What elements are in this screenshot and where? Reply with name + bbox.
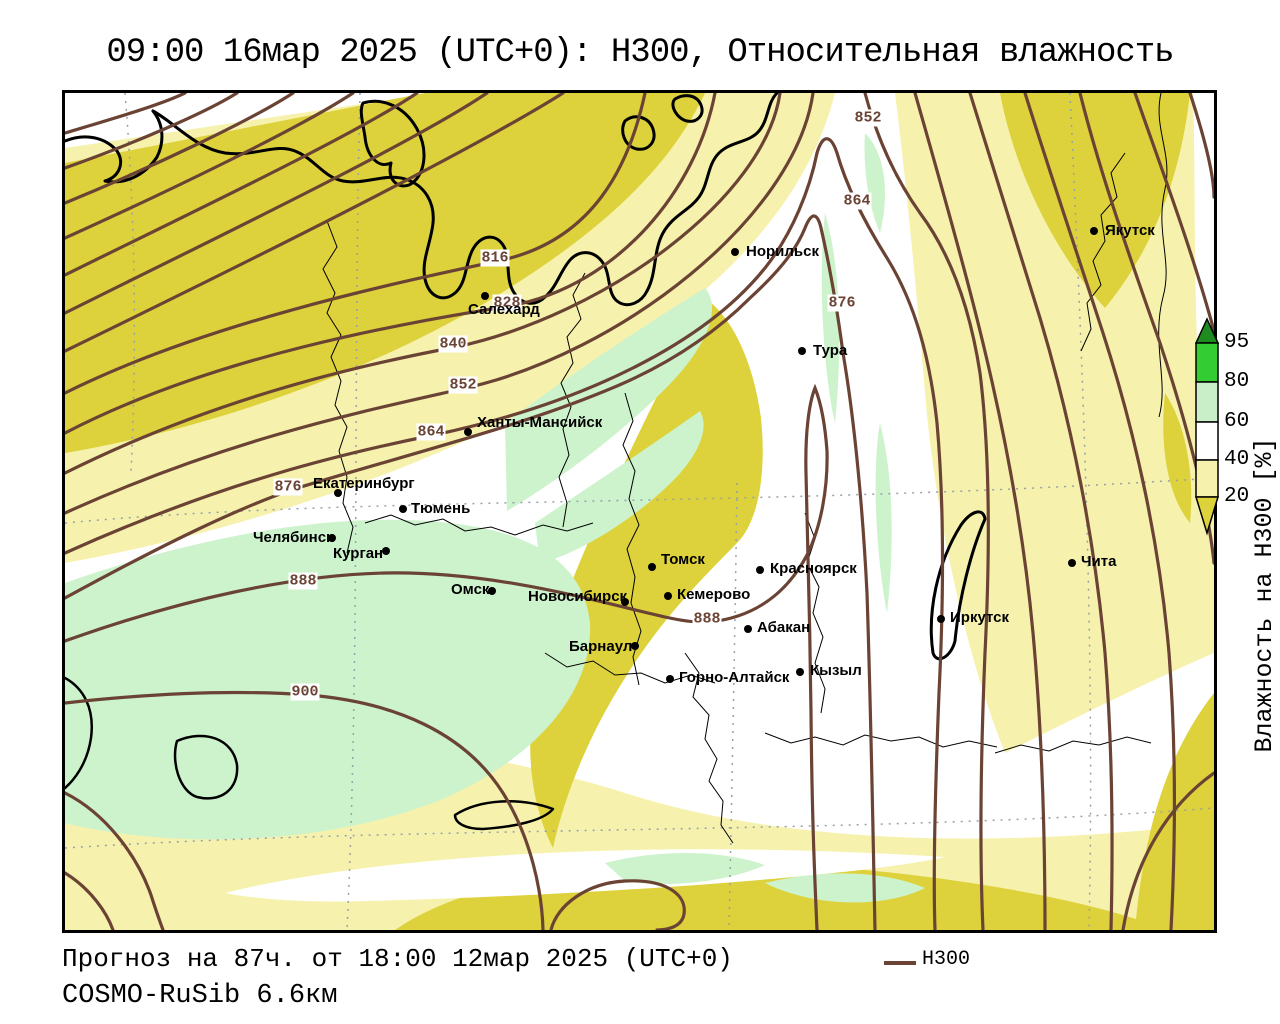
city-label: Курган — [333, 545, 384, 562]
h300-legend-label: H300 — [922, 948, 971, 971]
city-label: Кызыл — [810, 662, 862, 679]
city-label: Челябинск — [253, 529, 334, 546]
city-label: Тюмень — [411, 500, 471, 517]
contour-value-label: 864 — [416, 423, 446, 441]
colorbar-tick-label: 95 — [1224, 331, 1250, 354]
contour-value-label: 876 — [827, 294, 857, 312]
city-label: Норильск — [746, 243, 819, 260]
colorbar-axis-label: Влажность на H300 [%] — [1250, 437, 1279, 753]
city-label: Кемерово — [677, 586, 751, 603]
city-label: Чита — [1081, 553, 1117, 570]
city-marker — [488, 587, 496, 595]
city-label: Красноярск — [770, 560, 857, 577]
city-marker — [798, 347, 806, 355]
city-marker — [382, 547, 390, 555]
city-marker — [664, 592, 672, 600]
city-marker — [744, 625, 752, 633]
city-label: Горно-Алтайск — [679, 669, 790, 686]
city-marker — [621, 598, 629, 606]
contour-value-label: 828 — [492, 294, 522, 312]
city-marker — [464, 428, 472, 436]
city-marker — [399, 505, 407, 513]
contour-value-label: 876 — [273, 478, 303, 496]
map-canvas — [65, 93, 1214, 930]
city-label: Иркутск — [950, 609, 1009, 626]
city-marker — [1090, 227, 1098, 235]
city-label: Ханты-Мансийск — [477, 414, 603, 431]
city-marker — [481, 292, 489, 300]
h300-contours — [65, 93, 1214, 930]
contour-value-label: 888 — [692, 610, 722, 628]
city-marker — [666, 675, 674, 683]
contour-value-label: 840 — [438, 335, 468, 353]
city-label: Тура — [813, 342, 848, 359]
humidity-shading-strong-yellow — [65, 93, 1214, 930]
contour-value-label: 816 — [480, 249, 510, 267]
city-label: Новосибирск — [528, 588, 628, 605]
city-label: Абакан — [757, 619, 811, 636]
city-marker — [1068, 559, 1076, 567]
forecast-info-text: Прогноз на 87ч. от 18:00 12мар 2025 (UTC… — [62, 944, 733, 974]
page-title: 09:00 16мар 2025 (UTC+0): H300, Относите… — [106, 34, 1174, 72]
city-marker — [937, 615, 945, 623]
city-label: Томск — [661, 551, 705, 568]
city-marker — [731, 248, 739, 256]
humidity-colorbar — [1194, 317, 1220, 536]
contour-value-label: 852 — [853, 109, 883, 127]
city-label: Екатеринбург — [313, 475, 415, 492]
city-label: Якутск — [1105, 222, 1155, 239]
contour-value-label: 900 — [290, 683, 320, 701]
coastlines — [65, 93, 987, 831]
colorbar-tick-label: 60 — [1224, 410, 1250, 433]
contour-value-label: 888 — [288, 572, 318, 590]
colorbar-tick-label: 40 — [1224, 448, 1250, 471]
h300-legend-line — [884, 961, 916, 965]
city-label: Салехард — [468, 301, 540, 318]
graticule-lines — [65, 93, 1214, 930]
city-marker — [796, 668, 804, 676]
city-marker — [648, 563, 656, 571]
model-info-text: COSMO-RuSib 6.6км — [62, 981, 338, 1011]
contour-value-label: 864 — [842, 192, 872, 210]
city-marker — [328, 534, 336, 542]
city-label: Омск — [451, 581, 490, 598]
city-marker — [756, 566, 764, 574]
city-marker — [334, 489, 342, 497]
contour-value-label: 852 — [448, 376, 478, 394]
city-marker — [631, 642, 639, 650]
map-frame — [62, 90, 1217, 933]
colorbar-tick-label: 20 — [1224, 485, 1250, 508]
city-label: Барнаул — [569, 638, 633, 655]
colorbar-tick-label: 80 — [1224, 370, 1250, 393]
